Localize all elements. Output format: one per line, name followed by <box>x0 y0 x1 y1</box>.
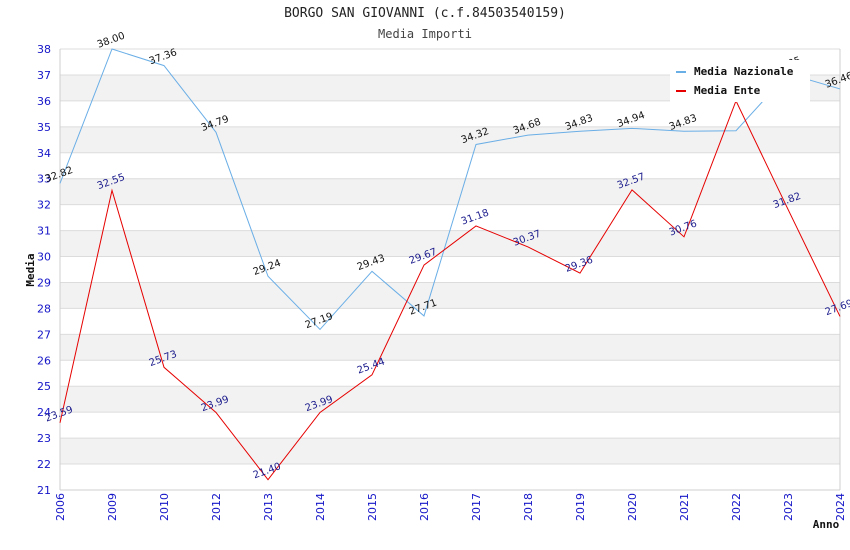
x-tick-label: 2019 <box>574 493 587 521</box>
chart-title: BORGO SAN GIOVANNI (c.f.84503540159) <box>284 6 566 21</box>
y-tick-label: 37 <box>37 69 51 82</box>
legend-box <box>670 60 810 102</box>
y-tick-label: 33 <box>37 173 51 186</box>
y-tick-label: 29 <box>37 276 51 289</box>
y-tick-label: 24 <box>37 406 51 419</box>
x-tick-label: 2013 <box>262 493 275 521</box>
y-tick-label: 27 <box>37 328 51 341</box>
grid-band <box>60 282 840 309</box>
x-tick-label: 2022 <box>730 493 743 521</box>
chart-subtitle: Media Importi <box>378 27 472 41</box>
y-tick-label: 28 <box>37 302 51 315</box>
data-label: 31.18 <box>460 208 491 228</box>
y-tick-label: 23 <box>37 432 51 445</box>
x-tick-label: 2020 <box>626 493 639 521</box>
y-tick-label: 32 <box>37 199 51 212</box>
x-tick-label: 2014 <box>314 493 327 521</box>
legend-label: Media Nazionale <box>694 65 794 78</box>
series-line-media-ente <box>59 99 841 481</box>
x-tick-label: 2021 <box>678 493 691 521</box>
y-tick-label: 22 <box>37 458 51 471</box>
x-tick-label: 2018 <box>522 493 535 521</box>
data-label: 37.36 <box>148 47 179 67</box>
x-tick-label: 2015 <box>366 493 379 521</box>
y-tick-label: 21 <box>37 484 51 497</box>
data-label: 38.00 <box>96 31 127 51</box>
y-axis-title: Media <box>24 253 37 286</box>
x-axis-title: Anno <box>813 518 840 531</box>
y-tick-label: 34 <box>37 147 51 160</box>
x-tick-label: 2024 <box>834 493 847 521</box>
y-tick-label: 30 <box>37 251 51 264</box>
x-tick-label: 2012 <box>210 493 223 521</box>
legend-label: Media Ente <box>694 84 761 97</box>
grid-band <box>60 230 840 257</box>
x-tick-label: 2006 <box>54 493 67 521</box>
x-tick-label: 2023 <box>782 493 795 521</box>
y-tick-label: 36 <box>37 95 51 108</box>
x-tick-label: 2010 <box>158 493 171 521</box>
grid-band <box>60 386 840 413</box>
x-tick-label: 2017 <box>470 493 483 521</box>
series-line-media-nazionale <box>59 48 841 331</box>
y-tick-label: 31 <box>37 225 51 238</box>
y-tick-label: 38 <box>37 43 51 56</box>
data-label: 29.36 <box>564 255 595 275</box>
y-tick-label: 35 <box>37 121 51 134</box>
x-tick-label: 2016 <box>418 493 431 521</box>
grid-band <box>60 438 840 465</box>
grid-band <box>60 178 840 205</box>
y-tick-label: 25 <box>37 380 51 393</box>
y-tick-label: 26 <box>37 354 51 367</box>
grid-band <box>60 334 840 361</box>
x-tick-label: 2009 <box>106 493 119 521</box>
